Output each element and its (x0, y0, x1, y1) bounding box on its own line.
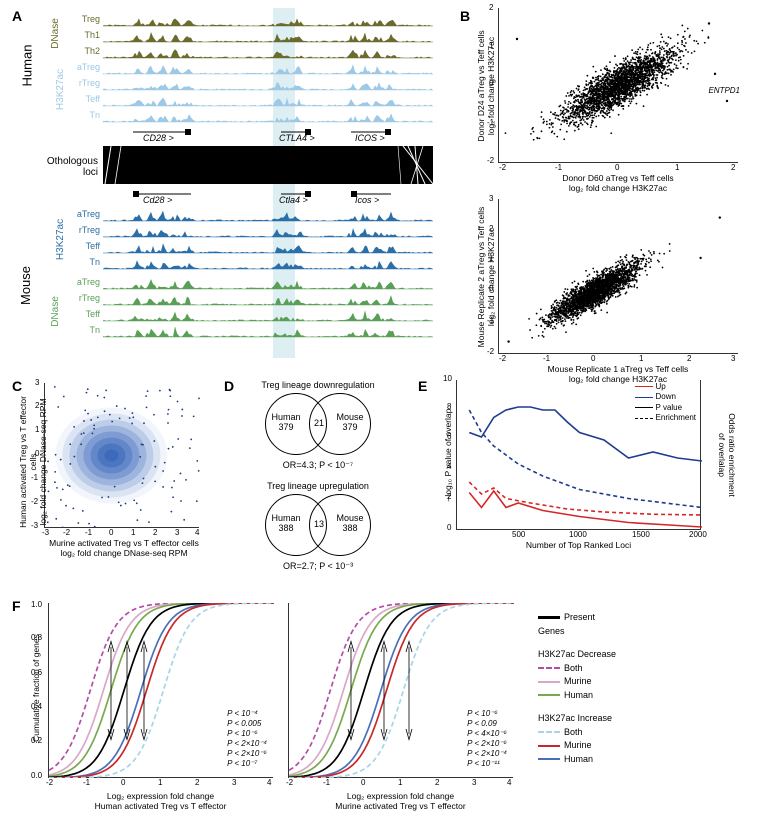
scatter-b-top: ENTPD1 -2 -1 0 1 2 -2 -1 0 1 2 (498, 8, 738, 163)
track-row: rTreg (103, 292, 433, 306)
d-bot-title: Treg lineage upregulation (233, 481, 403, 491)
track-row: aTreg (103, 276, 433, 290)
species-human: Human (19, 45, 34, 87)
d-top-title: Treg lineage downregulation (233, 380, 403, 390)
gene-ctla4-h: CTLA4 > (279, 133, 315, 143)
panel-f: P < 10⁻⁴P < 0.005P < 10⁻⁶P < 2×10⁻⁴P < 2… (16, 603, 756, 823)
b1-xlabel: Donor D60 aTreg vs Teff cells log₂ fold … (498, 173, 738, 193)
panel-b-label: B (460, 8, 470, 24)
d-top-stat: OR=4.3; P < 10⁻⁷ (233, 460, 403, 471)
panel-b: ENTPD1 -2 -1 0 1 2 -2 -1 0 1 2 Donor D24… (473, 8, 748, 368)
gene-icos-h: ICOS > (355, 133, 385, 143)
track-row: Teff (103, 308, 433, 322)
c-ylabel: Human activated Treg vs T effector cells… (18, 387, 48, 537)
panel-e-plot: 500 1000 1500 2000 0 2 4 6 8 10 Up Down … (456, 380, 701, 530)
track-row: Tn (103, 256, 433, 270)
track-row: rTreg (103, 224, 433, 238)
c-xlabel: Murine activated Treg vs T effector cell… (44, 538, 204, 558)
e-ylabel-r: Odds ratio enrichment of overlalap (717, 390, 737, 520)
gene-cd28-m: Cd28 > (143, 195, 172, 205)
pvals-left: P < 10⁻⁴P < 0.005P < 10⁻⁶P < 2×10⁻⁴P < 2… (227, 709, 267, 769)
e-xlabel: Number of Top Ranked Loci (456, 540, 701, 550)
gene-bar-mouse: Cd28 > Ctla4 > Icos > (103, 188, 433, 204)
figure: A Human Mouse DNase H3K27ac H3K27ac DNas… (8, 8, 756, 830)
track-row: Tn (103, 324, 433, 338)
ortho-label: Othologous loci (28, 156, 98, 178)
pvals-right: P < 10⁻⁶P < 0.09P < 4×10⁻⁶P < 2×10⁻⁶P < … (467, 709, 507, 769)
d-bot-stat: OR=2.7; P < 10⁻³ (233, 561, 403, 572)
assay-h3k27-m: H3K27ac (55, 219, 66, 260)
b2-ylabel: Mouse Replicate 2 aTreg vs Teff cells lo… (476, 202, 496, 352)
track-row: Treg (103, 13, 433, 27)
species-mouse: Mouse (18, 266, 33, 305)
venn-top: Human 379 21 Mouse 379 (243, 390, 393, 460)
track-row: Teff (103, 93, 433, 107)
track-row: Th2 (103, 45, 433, 59)
assay-h3k27-h: H3K27ac (55, 69, 66, 110)
scatter-c-box: -3 -2 -1 0 1 2 3 4 -3 -2 -1 0 1 2 3 (44, 383, 199, 528)
f-left-xlabel: Log₂ expression fold change Human activa… (48, 791, 273, 811)
panel-c: -3 -2 -1 0 1 2 3 4 -3 -2 -1 0 1 2 3 Huma… (16, 383, 216, 583)
f-right-xlabel: Log₂ expression fold change Murine activ… (288, 791, 513, 811)
track-row: aTreg (103, 208, 433, 222)
e-ylabel-l: –log₁₀ P value of overlap (443, 385, 453, 525)
f-ylabel: Cumulative fraction of genes (31, 618, 41, 758)
ortho-block (103, 146, 433, 184)
venn-bot: Human 388 13 Mouse 388 (243, 491, 393, 561)
panel-f-legend: Present Genes H3K27ac Decrease Both Muri… (538, 611, 616, 766)
track-row: Teff (103, 240, 433, 254)
panel-a: Human Mouse DNase H3K27ac H3K27ac DNase … (18, 8, 448, 358)
scatter-b-bot: -2 -1 0 1 2 3 -2 -1 0 1 2 3 (498, 199, 738, 354)
b1-ylabel: Donor D24 aTreg vs Teff cells log₂ fold … (476, 11, 496, 161)
track-row: Tn (103, 109, 433, 123)
gene-ctla4-m: Ctla4 > (279, 195, 308, 205)
ecdf-left: P < 10⁻⁴P < 0.005P < 10⁻⁶P < 2×10⁻⁴P < 2… (48, 603, 273, 778)
track-row: rTreg (103, 77, 433, 91)
gene-icos-m: Icos > (355, 195, 379, 205)
assay-dnase-m: DNase (50, 296, 61, 327)
gene-bar-human: CD28 > CTLA4 > ICOS > (103, 126, 433, 142)
panel-e-legend: Up Down P value Enrichment (635, 382, 696, 424)
track-row: Th1 (103, 29, 433, 43)
panel-e: 500 1000 1500 2000 0 2 4 6 8 10 Up Down … (426, 380, 751, 575)
assay-dnase-h: DNase (50, 18, 61, 49)
entpd1-label: ENTPD1 (708, 86, 740, 95)
track-row: aTreg (103, 61, 433, 75)
gene-cd28-h: CD28 > (143, 133, 174, 143)
panel-d: Treg lineage downregulation Human 379 21… (233, 380, 403, 580)
ecdf-right: P < 10⁻⁶P < 0.09P < 4×10⁻⁶P < 2×10⁻⁶P < … (288, 603, 513, 778)
